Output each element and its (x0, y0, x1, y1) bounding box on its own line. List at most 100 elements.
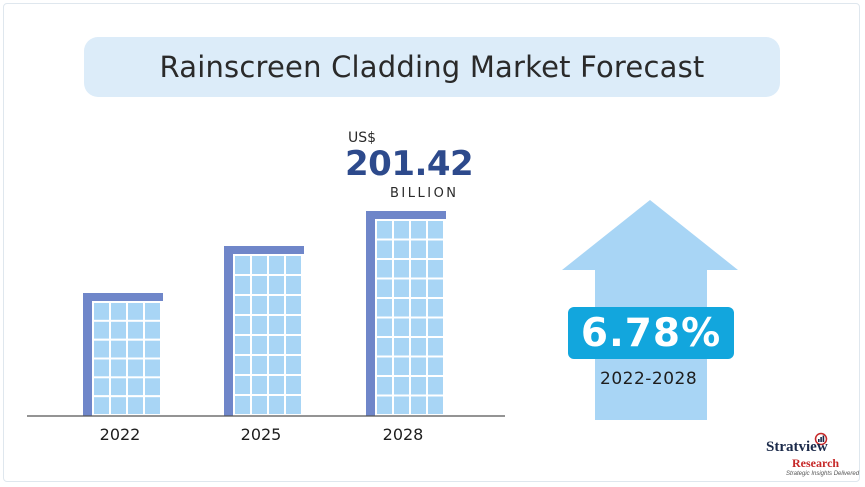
bar-window (269, 356, 284, 374)
bar-window (428, 377, 443, 395)
bar-window (377, 240, 392, 258)
bar-window (128, 397, 143, 414)
bar-window (377, 279, 392, 297)
bar-window (394, 260, 409, 278)
bar-window (111, 397, 126, 414)
stratview-logo: Stratview Research Strategic Insights De… (760, 430, 860, 482)
bar-window (286, 396, 301, 414)
logo-mark-icon (814, 432, 828, 446)
currency-label: US$ (348, 130, 377, 146)
bar-window (411, 221, 426, 239)
bar-window (428, 338, 443, 356)
bar-window (377, 377, 392, 395)
bar-window (411, 299, 426, 317)
bar-window (411, 240, 426, 258)
bar-window (128, 340, 143, 358)
x-tick-label: 2022 (100, 425, 141, 444)
bar-window (94, 378, 109, 396)
bar-window (411, 357, 426, 375)
bar-window (428, 299, 443, 317)
bar-window (286, 356, 301, 374)
bar-window (269, 316, 284, 334)
bar-window (428, 240, 443, 258)
bar-window (394, 338, 409, 356)
bar-window (286, 296, 301, 314)
page-frame (3, 3, 860, 482)
bar-window (252, 356, 267, 374)
bar-window (269, 376, 284, 394)
bar-window (428, 357, 443, 375)
bar-window (269, 336, 284, 354)
bar-window (394, 396, 409, 414)
bar-window (269, 296, 284, 314)
bar-window (269, 396, 284, 414)
bar-window (269, 276, 284, 294)
x-tick-labels: 2022 2025 2028 (100, 425, 424, 444)
cagr-value: 6.78% (580, 310, 722, 356)
bar-window (377, 299, 392, 317)
bar-window (252, 276, 267, 294)
bar-window (252, 296, 267, 314)
bar-window (111, 378, 126, 396)
bar-window (377, 260, 392, 278)
bar-window (377, 396, 392, 414)
bar-window (235, 296, 250, 314)
bar-window (377, 338, 392, 356)
bar-window (286, 276, 301, 294)
bar-window (235, 396, 250, 414)
bar-window (94, 303, 109, 320)
bar-window (94, 397, 109, 414)
bar-window (428, 221, 443, 239)
bar-roof (366, 211, 446, 219)
bar-window (394, 318, 409, 336)
bar-window (94, 321, 109, 339)
bar-window (252, 396, 267, 414)
bar-window (128, 303, 143, 320)
bar-window (411, 377, 426, 395)
bar-window (145, 321, 160, 339)
bar-window (111, 303, 126, 320)
bar-side (83, 293, 92, 416)
bar-roof (224, 246, 304, 254)
bar-roof (83, 293, 163, 301)
bar-window (145, 359, 160, 377)
bar-window (235, 256, 250, 274)
bar-window (428, 396, 443, 414)
bar-window (394, 299, 409, 317)
title-banner: Rainscreen Cladding Market Forecast (84, 37, 780, 97)
bar-window (411, 260, 426, 278)
bar-window (428, 260, 443, 278)
bar-2025 (224, 246, 304, 416)
bar-window (235, 356, 250, 374)
bar-window (394, 240, 409, 258)
bar-window (269, 256, 284, 274)
bar-side (366, 211, 375, 416)
cagr-badge: 6.78% (568, 307, 734, 359)
bar-window (145, 303, 160, 320)
cagr-period: 2022-2028 (600, 369, 698, 389)
bar-window (377, 318, 392, 336)
x-tick-label: 2028 (383, 425, 424, 444)
bar-window (94, 340, 109, 358)
logo-sub: Research (792, 456, 840, 470)
logo-name: Stratview (766, 439, 828, 455)
bar-window (286, 316, 301, 334)
x-tick-label: 2025 (241, 425, 282, 444)
bar-window (377, 221, 392, 239)
bar-window (428, 279, 443, 297)
bar-window (286, 336, 301, 354)
bars-layer (83, 211, 446, 416)
bar-window (394, 357, 409, 375)
bar-window (145, 378, 160, 396)
bar-window (286, 256, 301, 274)
bar-window (394, 221, 409, 239)
bar-window (235, 276, 250, 294)
bar-window (252, 316, 267, 334)
bar-window (128, 359, 143, 377)
bar-window (286, 376, 301, 394)
chart-title: Rainscreen Cladding Market Forecast (159, 50, 705, 84)
bar-window (428, 318, 443, 336)
bar-window (394, 377, 409, 395)
bar-window (252, 256, 267, 274)
